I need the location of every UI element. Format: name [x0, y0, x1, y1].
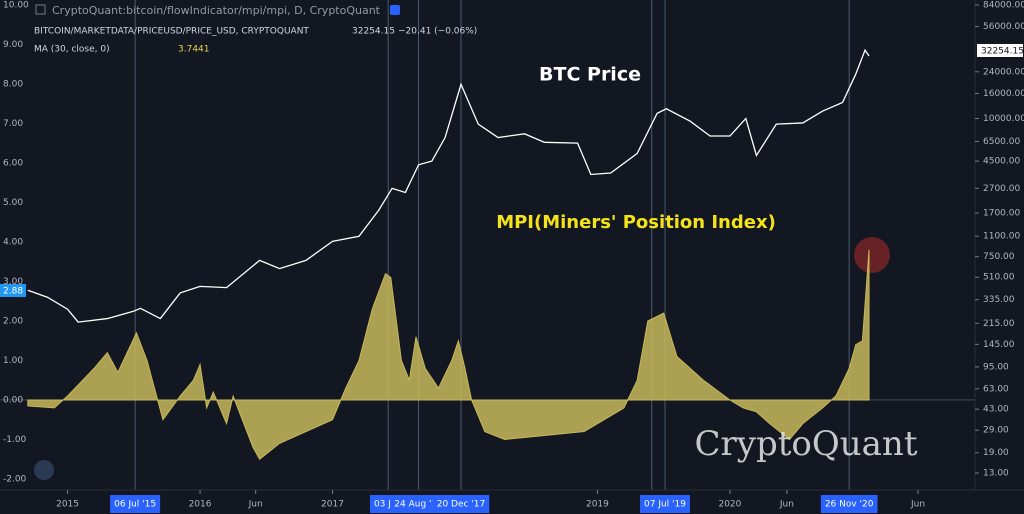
y2-tick-label: 29.00	[983, 426, 1009, 436]
watermark: CryptoQuant	[695, 424, 918, 464]
x-tick-label: 2020	[718, 500, 741, 510]
y2-tick-label: 84000.00	[983, 0, 1024, 10]
y2-tick-label: 6500.00	[983, 137, 1020, 147]
x-tick-label: 2017	[321, 500, 344, 510]
y2-tick-label: 145.00	[983, 340, 1015, 350]
y-tick-label: 0.00	[3, 395, 23, 405]
y2-tick-label: 24000.00	[983, 67, 1024, 77]
price-last: 32254.15	[352, 27, 395, 37]
y2-tick-label: 16000.00	[983, 89, 1024, 99]
y2-tick-label: 215.00	[983, 319, 1015, 329]
y2-tick-label: 43.00	[983, 405, 1009, 415]
marker-label: 24 Aug '17	[394, 500, 443, 510]
price-source: BITCOIN/MARKETDATA/PRICEUSD/PRICE_USD, C…	[34, 27, 309, 37]
y-tick-label: 9.00	[3, 40, 23, 50]
y-tick-label: -1.00	[3, 435, 27, 445]
x-tick-label: 2019	[586, 500, 609, 510]
marker-label-box	[640, 495, 690, 513]
collapse-icon[interactable]	[35, 4, 46, 15]
settings-icon[interactable]	[390, 5, 400, 15]
y-tick-label: 10.00	[3, 1, 29, 11]
y2-tick-label: 56000.00	[983, 22, 1024, 32]
marker-label: 26 Nov '20	[825, 500, 874, 510]
price-annotation: BTC Price	[539, 64, 641, 86]
y2-tick-label: 10000.00	[983, 114, 1024, 124]
price-last-label: 32254.15	[981, 47, 1024, 57]
price-change: −20.41 (−0.06%)	[398, 27, 477, 37]
ma-label: MA (30, close, 0)	[34, 45, 110, 55]
marker-label: 20 Dec '17	[437, 500, 486, 510]
x-tick-label: 2015	[56, 500, 79, 510]
marker-label-box	[820, 495, 878, 513]
highlight-circle	[854, 237, 890, 273]
y-tick-label: 7.00	[3, 119, 23, 129]
y2-tick-label: 750.00	[983, 252, 1015, 262]
y2-tick-label: 4500.00	[983, 157, 1020, 167]
logo-icon[interactable]	[34, 460, 54, 480]
mpi-area	[27, 249, 870, 460]
y-tick-label: -2.00	[3, 474, 27, 484]
x-tick-label: 2016	[189, 500, 212, 510]
price-last-tag	[977, 44, 1023, 57]
marker-label: 03 Jun	[374, 500, 402, 510]
price-line	[27, 48, 870, 323]
y2-tick-label: 335.00	[983, 295, 1015, 305]
y2-tick-label: 19.00	[983, 448, 1009, 458]
y2-tick-label: 63.00	[983, 384, 1009, 394]
marker-label: 07 Jul '19	[644, 500, 686, 510]
marker-label-box	[110, 495, 161, 513]
y2-tick-label: 1700.00	[983, 209, 1020, 219]
y-tick-label: 5.00	[3, 198, 23, 208]
y-tick-label: 6.00	[3, 159, 23, 169]
source-title: CryptoQuant:bitcoin/flowIndicator/mpi/mp…	[52, 4, 381, 17]
x-tick-label: Jun	[779, 500, 794, 510]
y-tick-label: 8.00	[3, 80, 23, 90]
y2-tick-label: 510.00	[983, 273, 1015, 283]
y-tick-label: 3.00	[3, 277, 23, 287]
mpi-annotation: MPI(Miners' Position Index)	[496, 212, 776, 233]
y2-tick-label: 95.00	[983, 362, 1009, 372]
mpi-last-tag	[0, 284, 26, 297]
y2-tick-label: 1100.00	[983, 232, 1020, 242]
y-tick-label: 1.00	[3, 356, 23, 366]
x-tick-label: Jun	[910, 500, 925, 510]
mpi-last-label: 2.88	[3, 287, 23, 297]
x-tick-label: Jun	[248, 500, 263, 510]
y2-tick-label: 2700.00	[983, 184, 1020, 194]
ma-value: 3.7441	[178, 45, 210, 55]
marker-label-box	[432, 495, 490, 513]
y-tick-label: 4.00	[3, 238, 23, 248]
y2-tick-label: 13.00	[983, 468, 1009, 478]
marker-label: 06 Jul '15	[114, 500, 156, 510]
y-tick-label: 2.00	[3, 317, 23, 327]
